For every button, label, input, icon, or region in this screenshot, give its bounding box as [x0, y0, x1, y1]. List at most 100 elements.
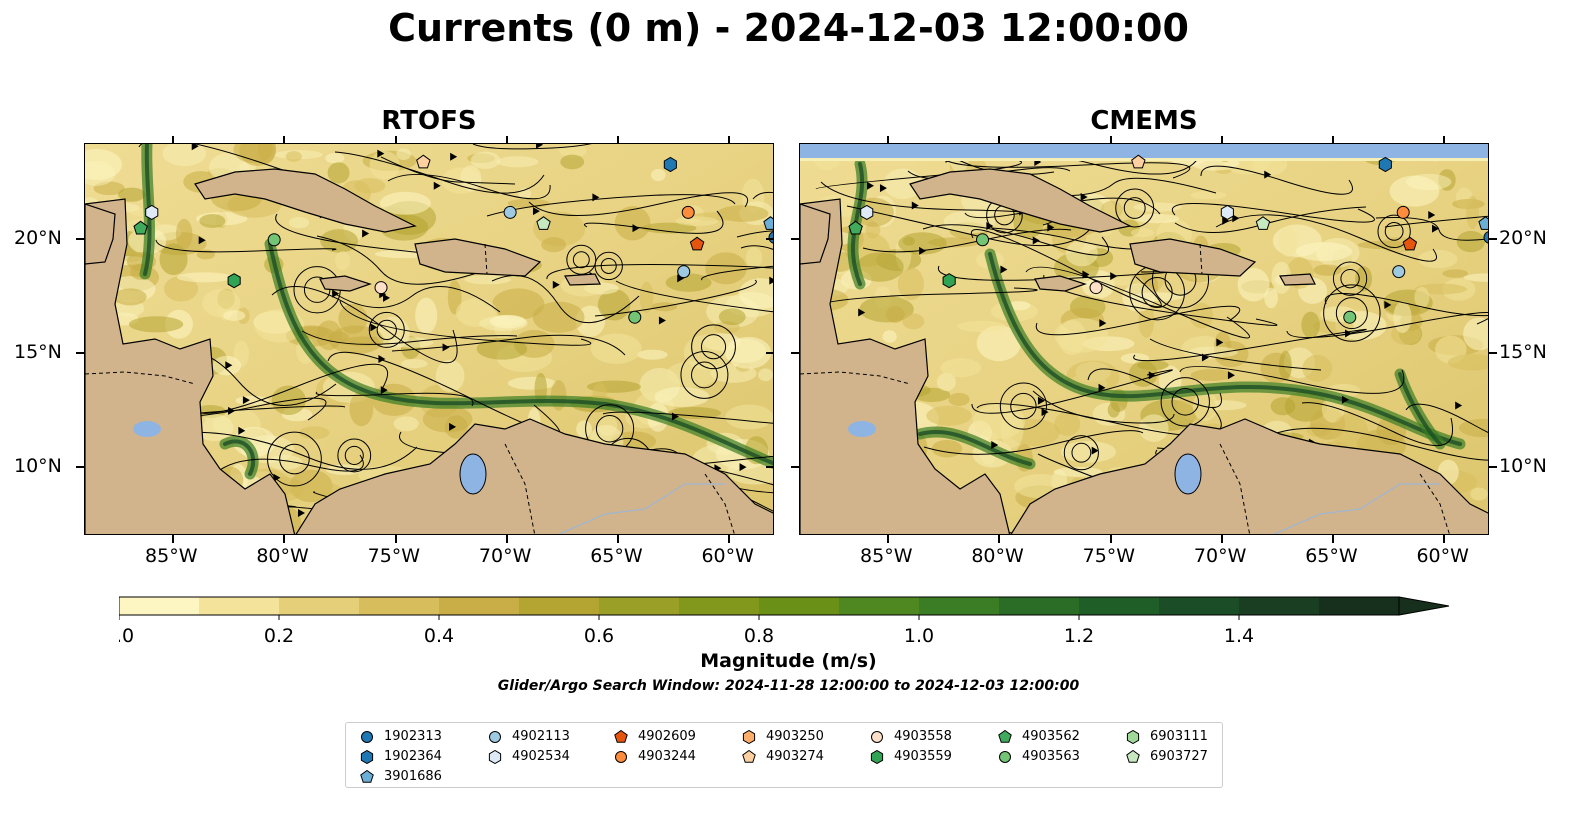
pentagon-icon — [742, 749, 756, 763]
platform-marker-4903274 — [416, 154, 431, 169]
hexagon-icon — [742, 729, 756, 744]
legend-label: 4903250 — [766, 729, 824, 744]
colorbar-segment — [439, 597, 520, 615]
colorbar-segment — [1319, 597, 1400, 615]
legend-item-6903111: 6903111 — [1126, 729, 1208, 744]
lon-tick-label: 60°W — [701, 545, 754, 567]
legend-marker — [999, 750, 1011, 763]
legend-label: 4903559 — [894, 749, 952, 764]
legend-item-4903558: 4903558 — [870, 729, 952, 744]
legend-item-4902609: 4902609 — [614, 729, 696, 744]
lon-tick-label: 75°W — [1082, 545, 1136, 567]
colorbar-segment — [679, 597, 760, 615]
map-rtofs-canvas — [85, 144, 773, 534]
legend-label: 4902113 — [512, 729, 570, 744]
map-panel-cmems[interactable] — [799, 143, 1489, 535]
lat-tick-mark — [766, 465, 774, 468]
lon-tick-label: 75°W — [367, 545, 421, 567]
panel-title-cmems: CMEMS — [1090, 106, 1198, 136]
platform-marker-3901686 — [763, 216, 773, 230]
legend-marker — [488, 749, 502, 764]
lon-tick-mark — [1332, 535, 1335, 543]
platform-marker-4903274 — [1131, 154, 1146, 169]
legend-marker — [871, 730, 883, 743]
lat-tick-mark — [1489, 237, 1497, 240]
legend-label: 4903558 — [894, 729, 952, 744]
lat-tick-mark — [791, 465, 799, 468]
colorbar-segment — [1079, 597, 1160, 615]
legend-marker — [360, 749, 374, 764]
platform-marker-4903558 — [374, 281, 388, 295]
legend-item-3901686: 3901686 — [360, 769, 442, 784]
pentagon-icon — [614, 729, 628, 743]
platform-marker-4902534 — [860, 204, 874, 220]
legend-marker — [615, 750, 627, 763]
lon-tick-mark — [505, 136, 508, 144]
lon-tick-mark — [394, 136, 397, 144]
colorbar-tick-label: 1.0 — [904, 625, 934, 646]
colorbar-tick-label: 0.2 — [264, 625, 294, 646]
legend-marker — [360, 769, 374, 783]
map-panel-rtofs[interactable] — [84, 143, 774, 535]
platform-legend: 1902313 1902364 3901686 4902113 4902534 49026… — [345, 722, 1223, 788]
colorbar-segment — [199, 597, 280, 615]
legend-item-4903250: 4903250 — [742, 729, 824, 744]
lon-tick-mark — [998, 136, 1001, 144]
platform-marker-4903244 — [681, 205, 695, 219]
colorbar-segment — [1239, 597, 1320, 615]
legend-item-4903559: 4903559 — [870, 749, 952, 764]
platform-marker-4903563 — [628, 310, 642, 324]
lon-tick-label: 65°W — [1305, 545, 1358, 567]
hexagon-icon — [488, 749, 502, 764]
lon-tick-mark — [1220, 535, 1223, 543]
lon-tick-label: 65°W — [590, 545, 643, 567]
legend-marker — [1126, 729, 1140, 744]
platform-marker-1902313 — [768, 231, 773, 244]
colorbar-tick-label: 1.4 — [1224, 625, 1254, 646]
legend-label: 1902313 — [384, 729, 442, 744]
colorbar-tick-label: 0.6 — [584, 625, 614, 646]
legend-item-6903727: 6903727 — [1126, 749, 1208, 764]
legend-item-1902364: 1902364 — [360, 749, 442, 764]
pentagon-icon — [998, 729, 1012, 743]
colorbar-segment — [519, 597, 600, 615]
platform-marker-1902364 — [663, 156, 677, 173]
lat-tick-mark — [791, 351, 799, 354]
legend-item-4902534: 4902534 — [488, 749, 570, 764]
lon-tick-label: 70°W — [1193, 545, 1247, 567]
platform-marker-4902534 — [1220, 204, 1234, 220]
lat-tick-label: 20°N — [14, 226, 62, 249]
pentagon-icon — [1126, 749, 1140, 763]
lon-tick-label: 80°W — [256, 545, 309, 567]
platform-marker-1902313 — [1483, 231, 1488, 244]
lat-tick-mark — [1489, 351, 1497, 354]
search-window-note: Glider/Argo Search Window: 2024-11-28 12… — [497, 678, 1080, 694]
legend-item-1902313: 1902313 — [360, 729, 442, 744]
colorbar-segment — [759, 597, 840, 615]
lon-tick-label: 80°W — [971, 545, 1024, 567]
platform-marker-1902364 — [1378, 156, 1392, 173]
lon-tick-mark — [1109, 136, 1112, 144]
colorbar-segment — [279, 597, 360, 615]
lon-tick-mark — [887, 535, 890, 543]
colorbar: 0.0 0.2 0.4 0.6 0.8 1.0 1.2 1.4 — [104, 596, 1459, 650]
lon-tick-mark — [172, 535, 175, 543]
lon-tick-mark — [728, 535, 731, 543]
legend-marker — [1126, 749, 1140, 763]
colorbar-tick-label: 0.4 — [424, 625, 454, 646]
legend-label: 4903563 — [1022, 749, 1080, 764]
legend-label: 4903562 — [1022, 729, 1080, 744]
legend-marker — [614, 729, 628, 743]
lat-tick-mark — [766, 351, 774, 354]
legend-marker — [489, 730, 501, 743]
colorbar-extend-arrow — [1398, 596, 1450, 616]
colorbar-segment — [599, 597, 680, 615]
legend-label: 4902609 — [638, 729, 696, 744]
lon-tick-mark — [1443, 136, 1446, 144]
platform-marker-4903559 — [227, 273, 241, 289]
lon-tick-mark — [1109, 535, 1112, 543]
legend-label: 4903274 — [766, 749, 824, 764]
circle-icon — [999, 750, 1011, 763]
lon-tick-mark — [283, 535, 286, 543]
lat-tick-label: 15°N — [14, 340, 62, 363]
